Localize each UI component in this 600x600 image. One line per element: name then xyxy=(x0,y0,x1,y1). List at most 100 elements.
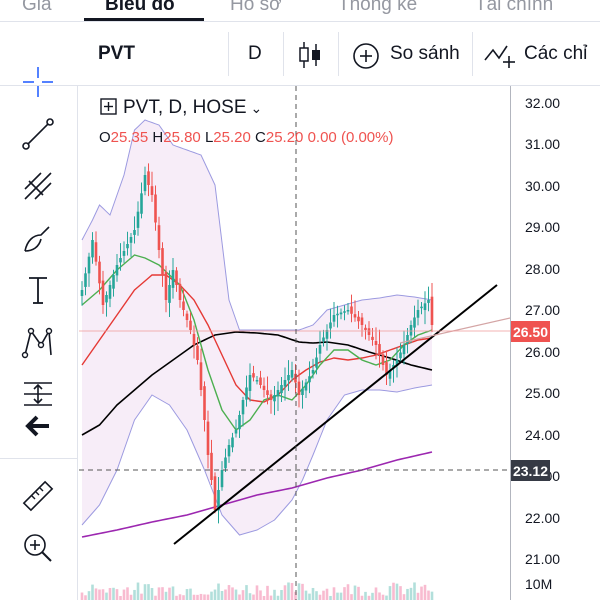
measure-position-icon[interactable] xyxy=(16,372,60,416)
back-arrow-icon[interactable] xyxy=(16,404,60,448)
volume-bar xyxy=(423,584,427,600)
zoom-in-icon[interactable] xyxy=(16,526,60,570)
add-compare-icon[interactable] xyxy=(352,42,380,75)
symbol-legend[interactable]: PVT, D, HOSE ⌄ xyxy=(100,97,262,119)
ma-mid-line xyxy=(81,274,433,403)
tab-statistics[interactable]: Thống kê xyxy=(338,0,418,15)
candle-body xyxy=(322,337,325,342)
candle-body xyxy=(269,394,273,400)
candle-body xyxy=(301,388,304,396)
chart-canvas[interactable] xyxy=(79,86,600,600)
tab-financials[interactable]: Tài chính xyxy=(475,0,554,15)
candle-body xyxy=(126,244,129,249)
volume-bar xyxy=(171,586,175,600)
volume-bar xyxy=(357,586,360,600)
candle-body xyxy=(385,362,388,375)
text-tool-icon[interactable] xyxy=(16,268,60,312)
volume-bar xyxy=(245,585,248,600)
compare-button[interactable]: So sánh xyxy=(390,43,460,64)
volume-bar xyxy=(322,590,325,600)
pattern-icon[interactable] xyxy=(16,320,60,364)
price-tick: 24.00 xyxy=(525,427,561,443)
candle-body xyxy=(213,476,217,510)
indicators-icon[interactable] xyxy=(483,42,519,75)
chevron-down-icon[interactable]: ⌄ xyxy=(250,100,263,116)
interval-button[interactable]: D xyxy=(248,43,262,64)
volume-bar xyxy=(336,592,339,600)
candle-body xyxy=(185,313,189,320)
open-label: O xyxy=(99,129,111,146)
candle-body xyxy=(101,280,105,305)
legend-title: PVT, D, HOSE xyxy=(123,97,247,118)
candle-body xyxy=(164,272,168,300)
candle-body xyxy=(325,330,329,339)
volume-bar xyxy=(318,594,322,600)
collapse-legend-icon[interactable] xyxy=(100,98,117,115)
volume-bar xyxy=(409,587,413,600)
volume-bar xyxy=(161,587,164,600)
volume-bar xyxy=(91,584,94,600)
volume-bar xyxy=(217,583,220,600)
candle-body xyxy=(346,310,350,312)
candle-body xyxy=(336,313,339,316)
candle-body xyxy=(129,237,133,243)
candle-body xyxy=(350,306,353,314)
volume-bar xyxy=(273,589,276,600)
candle-body xyxy=(98,261,101,284)
candle-body xyxy=(171,270,175,288)
candle-body xyxy=(206,421,210,455)
price-axis[interactable]: 32.00 31.00 30.00 29.00 28.00 27.00 26.0… xyxy=(510,86,600,600)
volume-bar xyxy=(259,590,262,600)
symbol-button[interactable]: PVT xyxy=(98,43,135,64)
tab-profile[interactable]: Hồ sơ xyxy=(230,0,282,15)
volume-bar xyxy=(147,584,150,600)
volume-bar xyxy=(199,593,203,600)
candle-body xyxy=(175,270,178,285)
candle-body xyxy=(161,248,164,275)
price-chart[interactable] xyxy=(79,86,600,600)
volume-bar xyxy=(206,594,210,600)
volume-bar xyxy=(367,595,371,600)
candle-body xyxy=(420,306,423,309)
volume-bar xyxy=(168,587,171,600)
candle-body xyxy=(91,240,94,258)
volume-bar xyxy=(115,589,119,600)
volume-bar xyxy=(192,594,196,600)
candle-body xyxy=(287,375,290,381)
candle-body xyxy=(353,314,357,318)
volume-bar xyxy=(392,582,395,600)
ma-long-line xyxy=(81,451,433,538)
volume-bar xyxy=(276,595,280,600)
candle-body xyxy=(399,352,402,359)
ruler-icon[interactable] xyxy=(16,474,60,518)
tab-price[interactable]: Giá xyxy=(22,0,52,15)
candle-body xyxy=(80,290,84,296)
candle-body xyxy=(406,335,409,344)
volume-bar xyxy=(189,588,192,600)
volume-bar xyxy=(269,595,273,600)
candlestick-icon[interactable] xyxy=(297,40,323,75)
volume-bar xyxy=(262,595,266,600)
tab-chart[interactable]: Biểu đồ xyxy=(105,0,175,15)
indicators-button[interactable]: Các chỉ xyxy=(524,43,588,64)
volume-bar xyxy=(371,592,374,600)
crosshair-icon[interactable] xyxy=(16,60,60,104)
volume-bar xyxy=(399,586,402,600)
volume-bar xyxy=(402,594,406,600)
candle-body xyxy=(136,211,140,228)
volume-bar xyxy=(140,593,143,600)
bollinger-band-fill xyxy=(82,120,432,535)
candle-body xyxy=(154,194,157,223)
candle-body xyxy=(157,225,161,250)
pitchfork-icon[interactable] xyxy=(16,164,60,208)
bollinger-lower-band xyxy=(81,384,433,536)
brush-icon[interactable] xyxy=(16,216,60,260)
volume-bar xyxy=(420,586,423,600)
trend-line-icon[interactable] xyxy=(16,112,60,156)
candle-body xyxy=(329,322,332,329)
volume-bar xyxy=(231,587,234,600)
low-label: L xyxy=(204,129,214,146)
volume-bar xyxy=(360,595,364,600)
candle-body xyxy=(332,315,336,322)
candle-body xyxy=(150,186,154,195)
